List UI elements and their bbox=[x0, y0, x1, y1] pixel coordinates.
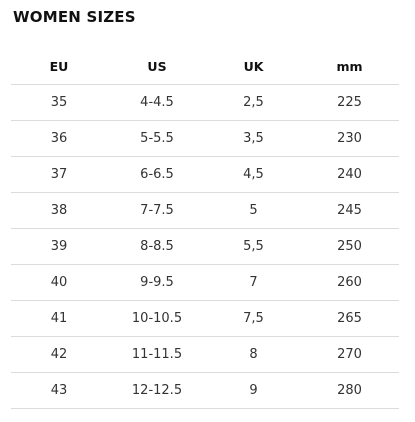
table-row: 39 8-8.5 5,5 250 bbox=[11, 228, 399, 265]
table-row: 38 7-7.5 5 245 bbox=[11, 192, 399, 229]
column-header-uk: UK bbox=[207, 48, 300, 85]
cell-uk: 3,5 bbox=[207, 120, 300, 157]
cell-eu: 35 bbox=[11, 84, 107, 121]
cell-uk: 2,5 bbox=[207, 84, 300, 121]
cell-uk: 7,5 bbox=[207, 300, 300, 337]
cell-mm: 230 bbox=[300, 120, 399, 157]
cell-us: 6-6.5 bbox=[107, 156, 207, 193]
cell-eu: 37 bbox=[11, 156, 107, 193]
table-row: 43 12-12.5 9 280 bbox=[11, 372, 399, 409]
table-row: 42 11-11.5 8 270 bbox=[11, 336, 399, 373]
table-row: 40 9-9.5 7 260 bbox=[11, 264, 399, 301]
table-row: 36 5-5.5 3,5 230 bbox=[11, 120, 399, 157]
cell-uk: 7 bbox=[207, 264, 300, 301]
size-chart-table: EU US UK mm 35 4-4.5 2,5 225 36 5-5.5 3,… bbox=[11, 48, 399, 409]
table-row: 41 10-10.5 7,5 265 bbox=[11, 300, 399, 337]
cell-us: 4-4.5 bbox=[107, 84, 207, 121]
cell-us: 5-5.5 bbox=[107, 120, 207, 157]
cell-mm: 240 bbox=[300, 156, 399, 193]
cell-mm: 245 bbox=[300, 192, 399, 229]
cell-eu: 40 bbox=[11, 264, 107, 301]
cell-eu: 43 bbox=[11, 372, 107, 409]
cell-uk: 9 bbox=[207, 372, 300, 409]
cell-mm: 270 bbox=[300, 336, 399, 373]
cell-mm: 280 bbox=[300, 372, 399, 409]
cell-us: 12-12.5 bbox=[107, 372, 207, 409]
cell-eu: 41 bbox=[11, 300, 107, 337]
cell-mm: 250 bbox=[300, 228, 399, 265]
cell-uk: 4,5 bbox=[207, 156, 300, 193]
cell-us: 9-9.5 bbox=[107, 264, 207, 301]
cell-eu: 36 bbox=[11, 120, 107, 157]
cell-uk: 8 bbox=[207, 336, 300, 373]
cell-mm: 260 bbox=[300, 264, 399, 301]
cell-eu: 42 bbox=[11, 336, 107, 373]
cell-mm: 225 bbox=[300, 84, 399, 121]
cell-eu: 38 bbox=[11, 192, 107, 229]
column-header-eu: EU bbox=[11, 48, 107, 85]
column-header-us: US bbox=[107, 48, 207, 85]
table-header-row: EU US UK mm bbox=[11, 48, 399, 85]
cell-mm: 265 bbox=[300, 300, 399, 337]
table-row: 37 6-6.5 4,5 240 bbox=[11, 156, 399, 193]
cell-us: 7-7.5 bbox=[107, 192, 207, 229]
cell-eu: 39 bbox=[11, 228, 107, 265]
column-header-mm: mm bbox=[300, 48, 399, 85]
cell-us: 8-8.5 bbox=[107, 228, 207, 265]
cell-uk: 5 bbox=[207, 192, 300, 229]
page-title: WOMEN SIZES bbox=[13, 8, 136, 26]
table-row: 35 4-4.5 2,5 225 bbox=[11, 84, 399, 121]
cell-us: 10-10.5 bbox=[107, 300, 207, 337]
cell-uk: 5,5 bbox=[207, 228, 300, 265]
cell-us: 11-11.5 bbox=[107, 336, 207, 373]
